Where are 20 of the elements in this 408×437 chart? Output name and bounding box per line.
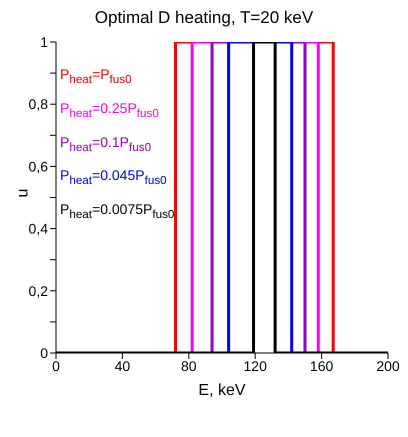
- text: P$_{heat}$=0.1P$_{fus0}$: [60, 132, 152, 156]
- y-tick-label: 0,8: [28, 96, 48, 112]
- x-tick-label: 40: [114, 358, 130, 374]
- x-tick-label: 120: [244, 358, 268, 374]
- y-axis-title: u: [14, 188, 32, 198]
- y-tick-label: 0,4: [28, 220, 48, 237]
- y-tick-label: 0,2: [28, 282, 48, 299]
- x-axis-title: E, keV: [198, 382, 246, 399]
- chart-title: Optimal D heating, T=20 keV: [94, 8, 314, 28]
- x-tick-label: 200: [376, 358, 400, 374]
- x-tick-label: 160: [310, 358, 334, 374]
- y-tick-label: 0,6: [28, 158, 48, 174]
- text: P$_{heat}$=P$_{fus0}$: [60, 65, 133, 88]
- x-tick-label: 0: [52, 358, 60, 374]
- y-tick-label: 0: [40, 344, 48, 361]
- x-tick-label: 80: [181, 358, 197, 374]
- text: P$_{heat}$=0.045P$_{fus0}$: [60, 166, 168, 190]
- text: P$_{heat}$=0.0075P$_{fus0}$: [60, 200, 174, 223]
- y-tick-label: 1: [40, 34, 48, 50]
- text: P$_{heat}$=0.25P$_{fus0}$: [60, 98, 160, 122]
